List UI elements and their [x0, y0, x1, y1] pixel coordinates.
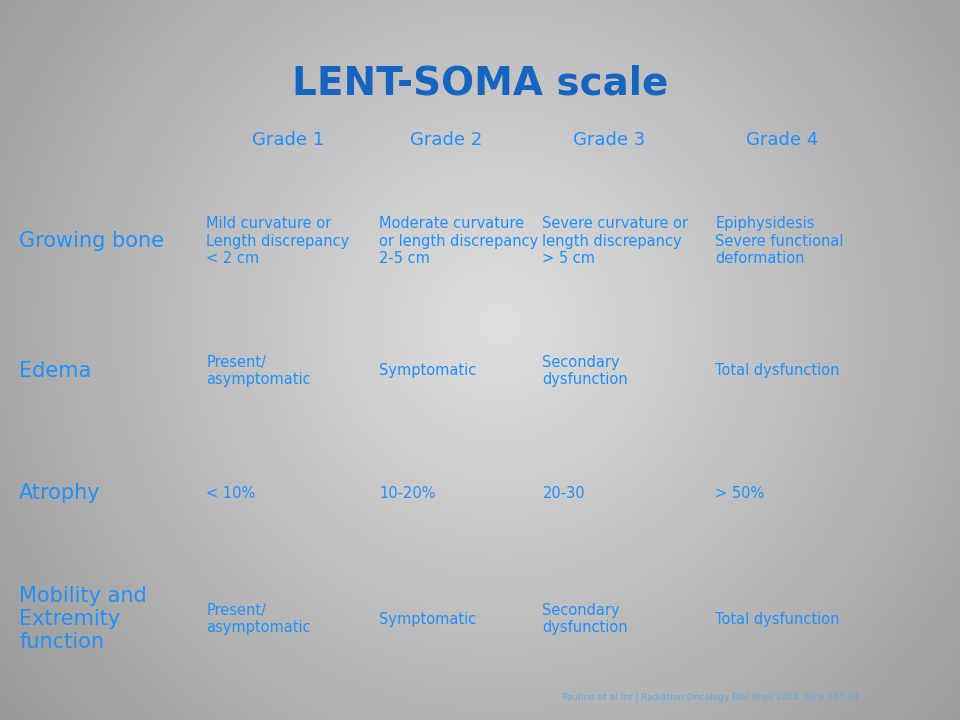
Text: < 10%: < 10% — [206, 486, 255, 500]
Text: > 50%: > 50% — [715, 486, 764, 500]
Text: Present/
asymptomatic: Present/ asymptomatic — [206, 603, 311, 635]
Text: Atrophy: Atrophy — [19, 483, 101, 503]
Text: Total dysfunction: Total dysfunction — [715, 612, 840, 626]
Text: Moderate curvature
or length discrepancy
2-5 cm: Moderate curvature or length discrepancy… — [379, 216, 539, 266]
Text: Symptomatic: Symptomatic — [379, 612, 476, 626]
Text: Edema: Edema — [19, 361, 91, 381]
Text: Grade 3: Grade 3 — [573, 131, 646, 149]
Text: Grade 4: Grade 4 — [746, 131, 819, 149]
Text: 10-20%: 10-20% — [379, 486, 436, 500]
Text: LENT-SOMA scale: LENT-SOMA scale — [292, 65, 668, 103]
Text: Epiphysidesis
Severe functional
deformation: Epiphysidesis Severe functional deformat… — [715, 216, 844, 266]
Text: Paulino et al Int J Radiation Oncology Biol Phys 2004; 60 p 265.74: Paulino et al Int J Radiation Oncology B… — [562, 693, 859, 702]
Text: Total dysfunction: Total dysfunction — [715, 364, 840, 378]
Text: Secondary
dysfunction: Secondary dysfunction — [542, 603, 628, 635]
Text: Secondary
dysfunction: Secondary dysfunction — [542, 355, 628, 387]
Text: Grade 2: Grade 2 — [410, 131, 483, 149]
Text: Mobility and
Extremity
function: Mobility and Extremity function — [19, 586, 147, 652]
Text: Severe curvature or
length discrepancy
> 5 cm: Severe curvature or length discrepancy >… — [542, 216, 688, 266]
Text: Present/
asymptomatic: Present/ asymptomatic — [206, 355, 311, 387]
Text: Grade 1: Grade 1 — [252, 131, 324, 149]
Text: Mild curvature or
Length discrepancy
< 2 cm: Mild curvature or Length discrepancy < 2… — [206, 216, 349, 266]
Text: Growing bone: Growing bone — [19, 231, 164, 251]
Text: 20-30: 20-30 — [542, 486, 585, 500]
Text: Symptomatic: Symptomatic — [379, 364, 476, 378]
